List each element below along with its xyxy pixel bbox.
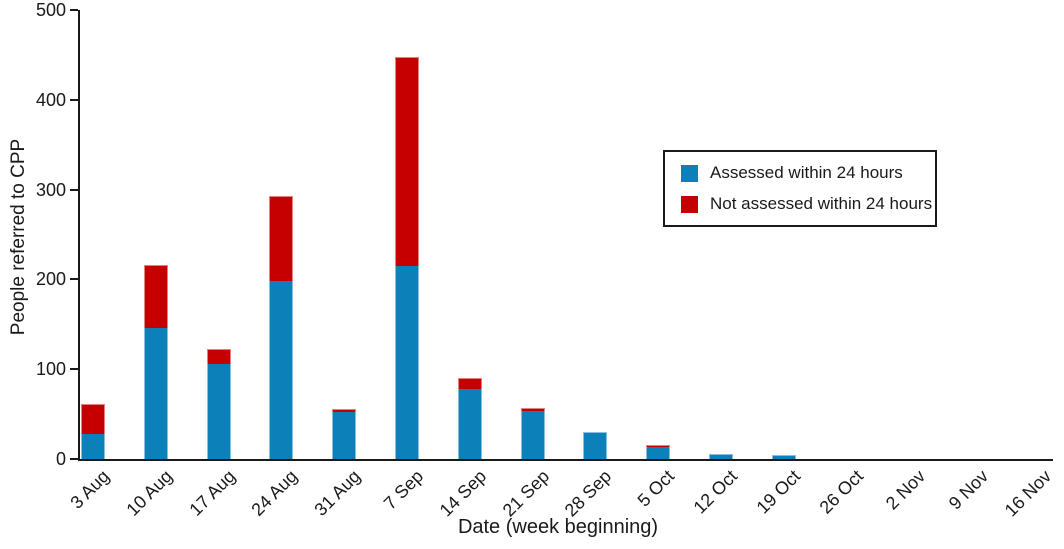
x-axis-line	[78, 459, 1053, 461]
legend-label-assessed: Assessed within 24 hours	[710, 163, 903, 182]
y-tick-label: 200	[35, 269, 66, 290]
x-tick-label: 19 Oct	[752, 466, 804, 518]
bar-segment	[81, 404, 105, 434]
bar-segment	[646, 444, 671, 448]
bar-segment	[457, 388, 482, 459]
y-tick-label: 100	[35, 359, 66, 380]
bar-segment	[395, 56, 419, 266]
y-tick-mark	[70, 98, 78, 101]
x-tick-label: 9 Nov	[944, 466, 993, 514]
x-tick-label: 2 Nov	[882, 466, 930, 514]
x-tick-label: 21 Sep	[498, 466, 553, 521]
x-axis-title: Date (week beginning)	[457, 516, 659, 538]
y-tick-label: 300	[35, 179, 66, 200]
bar-segment	[520, 411, 545, 459]
bar-segment	[143, 265, 168, 328]
bar-segment	[81, 433, 105, 459]
x-tick-label: 16 Nov	[1000, 466, 1056, 521]
bar-segment	[206, 363, 231, 459]
x-tick-label: 31 Aug	[310, 466, 365, 520]
bar-segment	[395, 265, 419, 459]
legend-swatch-assessed-icon	[681, 164, 698, 182]
x-tick-label: 3 Aug	[66, 466, 114, 513]
legend-swatch-not-assessed-icon	[681, 195, 698, 213]
bar-segment	[269, 281, 294, 459]
y-axis-line	[78, 10, 80, 461]
x-tick-label: 24 Aug	[247, 466, 302, 520]
bar-segment	[771, 454, 796, 459]
y-tick-label: 0	[55, 449, 66, 469]
y-tick-label: 400	[35, 89, 66, 110]
legend-item-assessed: Assessed within 24 hours	[681, 163, 935, 183]
bar-segment	[520, 407, 545, 412]
bar-segment	[709, 453, 733, 459]
y-tick-mark	[70, 9, 78, 11]
y-tick-mark	[70, 458, 78, 460]
bar-segment	[143, 327, 168, 459]
y-tick-label: 500	[35, 0, 66, 20]
bar-segment	[457, 378, 482, 389]
legend: Assessed within 24 hours Not assessed wi…	[663, 150, 937, 227]
x-tick-label: 17 Aug	[184, 466, 239, 520]
x-tick-label: 5 Oct	[633, 466, 679, 511]
bar-segment	[583, 432, 608, 459]
x-tick-label: 14 Sep	[435, 466, 490, 521]
x-tick-label: 28 Sep	[561, 466, 616, 521]
legend-item-not-assessed: Not assessed within 24 hours	[681, 194, 935, 214]
bar-segment	[269, 195, 294, 282]
bar-segment	[332, 408, 357, 413]
x-tick-label: 10 Aug	[122, 466, 176, 520]
y-tick-mark	[70, 368, 78, 371]
bar-segment	[332, 412, 357, 459]
bar-segment	[206, 349, 231, 364]
x-tick-label: 7 Sep	[379, 466, 428, 514]
legend-label-not-assessed: Not assessed within 24 hours	[710, 194, 933, 213]
x-tick-label: 12 Oct	[689, 466, 742, 518]
x-tick-label: 26 Oct	[815, 466, 867, 518]
y-tick-mark	[70, 188, 78, 191]
bar-segment	[646, 447, 671, 459]
y-tick-mark	[70, 278, 78, 281]
